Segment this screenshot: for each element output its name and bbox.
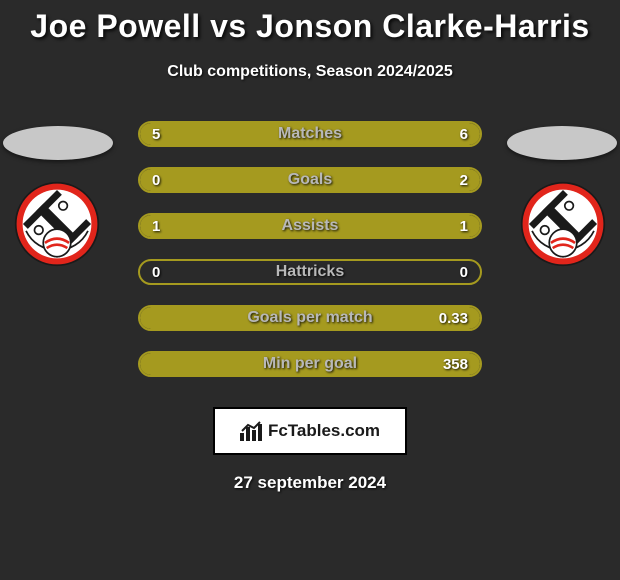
stat-row: 02Goals bbox=[138, 167, 482, 193]
brand-label: FcTables.com bbox=[268, 421, 380, 441]
stat-label: Min per goal bbox=[140, 353, 480, 375]
rotherham-badge-icon bbox=[520, 181, 606, 267]
stat-label: Assists bbox=[140, 215, 480, 237]
stat-row: 0.33Goals per match bbox=[138, 305, 482, 331]
player-right-oval bbox=[507, 126, 617, 160]
date-label: 27 september 2024 bbox=[0, 473, 620, 493]
stat-label: Matches bbox=[140, 123, 480, 145]
stat-row: 56Matches bbox=[138, 121, 482, 147]
stat-label: Hattricks bbox=[140, 261, 480, 283]
page-subtitle: Club competitions, Season 2024/2025 bbox=[0, 63, 620, 81]
chart-icon bbox=[240, 421, 262, 441]
player-left-oval bbox=[3, 126, 113, 160]
stat-row: 00Hattricks bbox=[138, 259, 482, 285]
comparison-panel: 56Matches 02Goals 11Assists 00Hattricks 0.33… bbox=[0, 121, 620, 391]
stat-label: Goals bbox=[140, 169, 480, 191]
page-title: Joe Powell vs Jonson Clarke-Harris bbox=[0, 0, 620, 45]
brand-box: FcTables.com bbox=[213, 407, 407, 455]
club-badge-left bbox=[14, 181, 100, 267]
stat-row: 11Assists bbox=[138, 213, 482, 239]
stat-label: Goals per match bbox=[140, 307, 480, 329]
stat-row: 358Min per goal bbox=[138, 351, 482, 377]
club-badge-right bbox=[520, 181, 606, 267]
rotherham-badge-icon bbox=[14, 181, 100, 267]
stat-bars: 56Matches 02Goals 11Assists 00Hattricks 0.33… bbox=[138, 121, 482, 397]
